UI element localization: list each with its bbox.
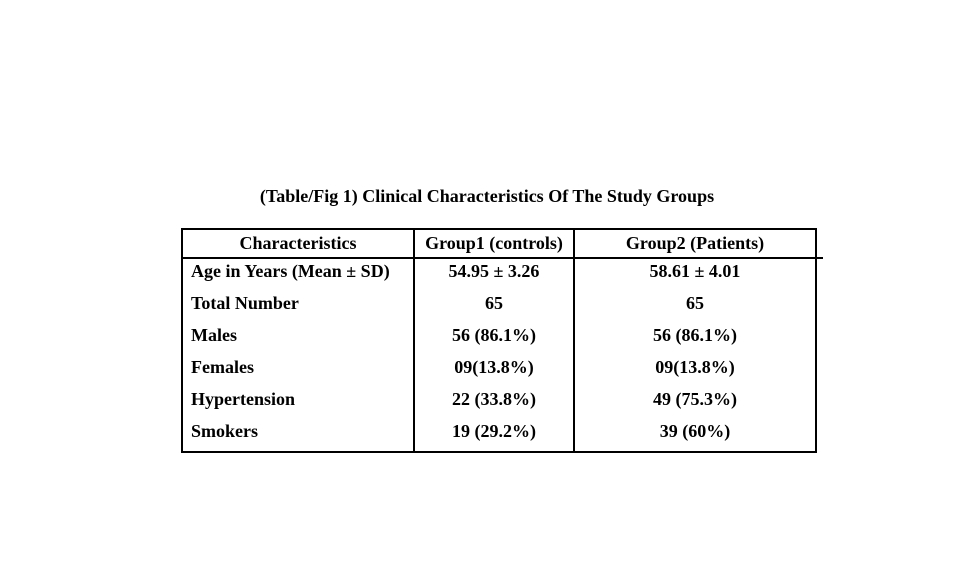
row-label: Total Number (181, 291, 415, 324)
header-characteristics: Characteristics (181, 229, 415, 259)
table-row: Females 09(13.8%) 09(13.8%) (181, 354, 817, 387)
table-row: Hypertension 22 (33.8%) 49 (75.3%) (181, 386, 817, 419)
group2-value: 39 (60%) (573, 418, 817, 452)
group1-value: 65 (413, 291, 575, 324)
header-rule-overhang (815, 257, 823, 259)
table-row: Smokers 19 (29.2%) 39 (60%) (181, 418, 817, 452)
row-label: Males (181, 323, 415, 355)
header-group2: Group2 (Patients) (573, 229, 817, 259)
clinical-characteristics-table: Characteristics Group1 (controls) Group2… (181, 228, 817, 453)
group2-value: 09(13.8%) (573, 354, 817, 387)
table-row: Males 56 (86.1%) 56 (86.1%) (181, 323, 817, 355)
row-label: Age in Years (Mean ± SD) (181, 258, 415, 292)
row-label: Hypertension (181, 386, 415, 419)
group2-value: 65 (573, 291, 817, 324)
group1-value: 19 (29.2%) (413, 418, 575, 452)
row-label: Females (181, 354, 415, 387)
group2-value: 56 (86.1%) (573, 323, 817, 355)
group1-value: 09(13.8%) (413, 354, 575, 387)
table-row: Age in Years (Mean ± SD) 54.95 ± 3.26 58… (181, 258, 817, 292)
group1-value: 22 (33.8%) (413, 386, 575, 419)
group1-value: 56 (86.1%) (413, 323, 575, 355)
group2-value: 58.61 ± 4.01 (573, 258, 817, 292)
header-group1: Group1 (controls) (413, 229, 575, 259)
table-row: Total Number 65 65 (181, 291, 817, 324)
group2-value: 49 (75.3%) (573, 386, 817, 419)
group1-value: 54.95 ± 3.26 (413, 258, 575, 292)
table-header-row: Characteristics Group1 (controls) Group2… (181, 229, 817, 259)
row-label: Smokers (181, 418, 415, 452)
figure-title: (Table/Fig 1) Clinical Characteristics O… (259, 186, 715, 206)
